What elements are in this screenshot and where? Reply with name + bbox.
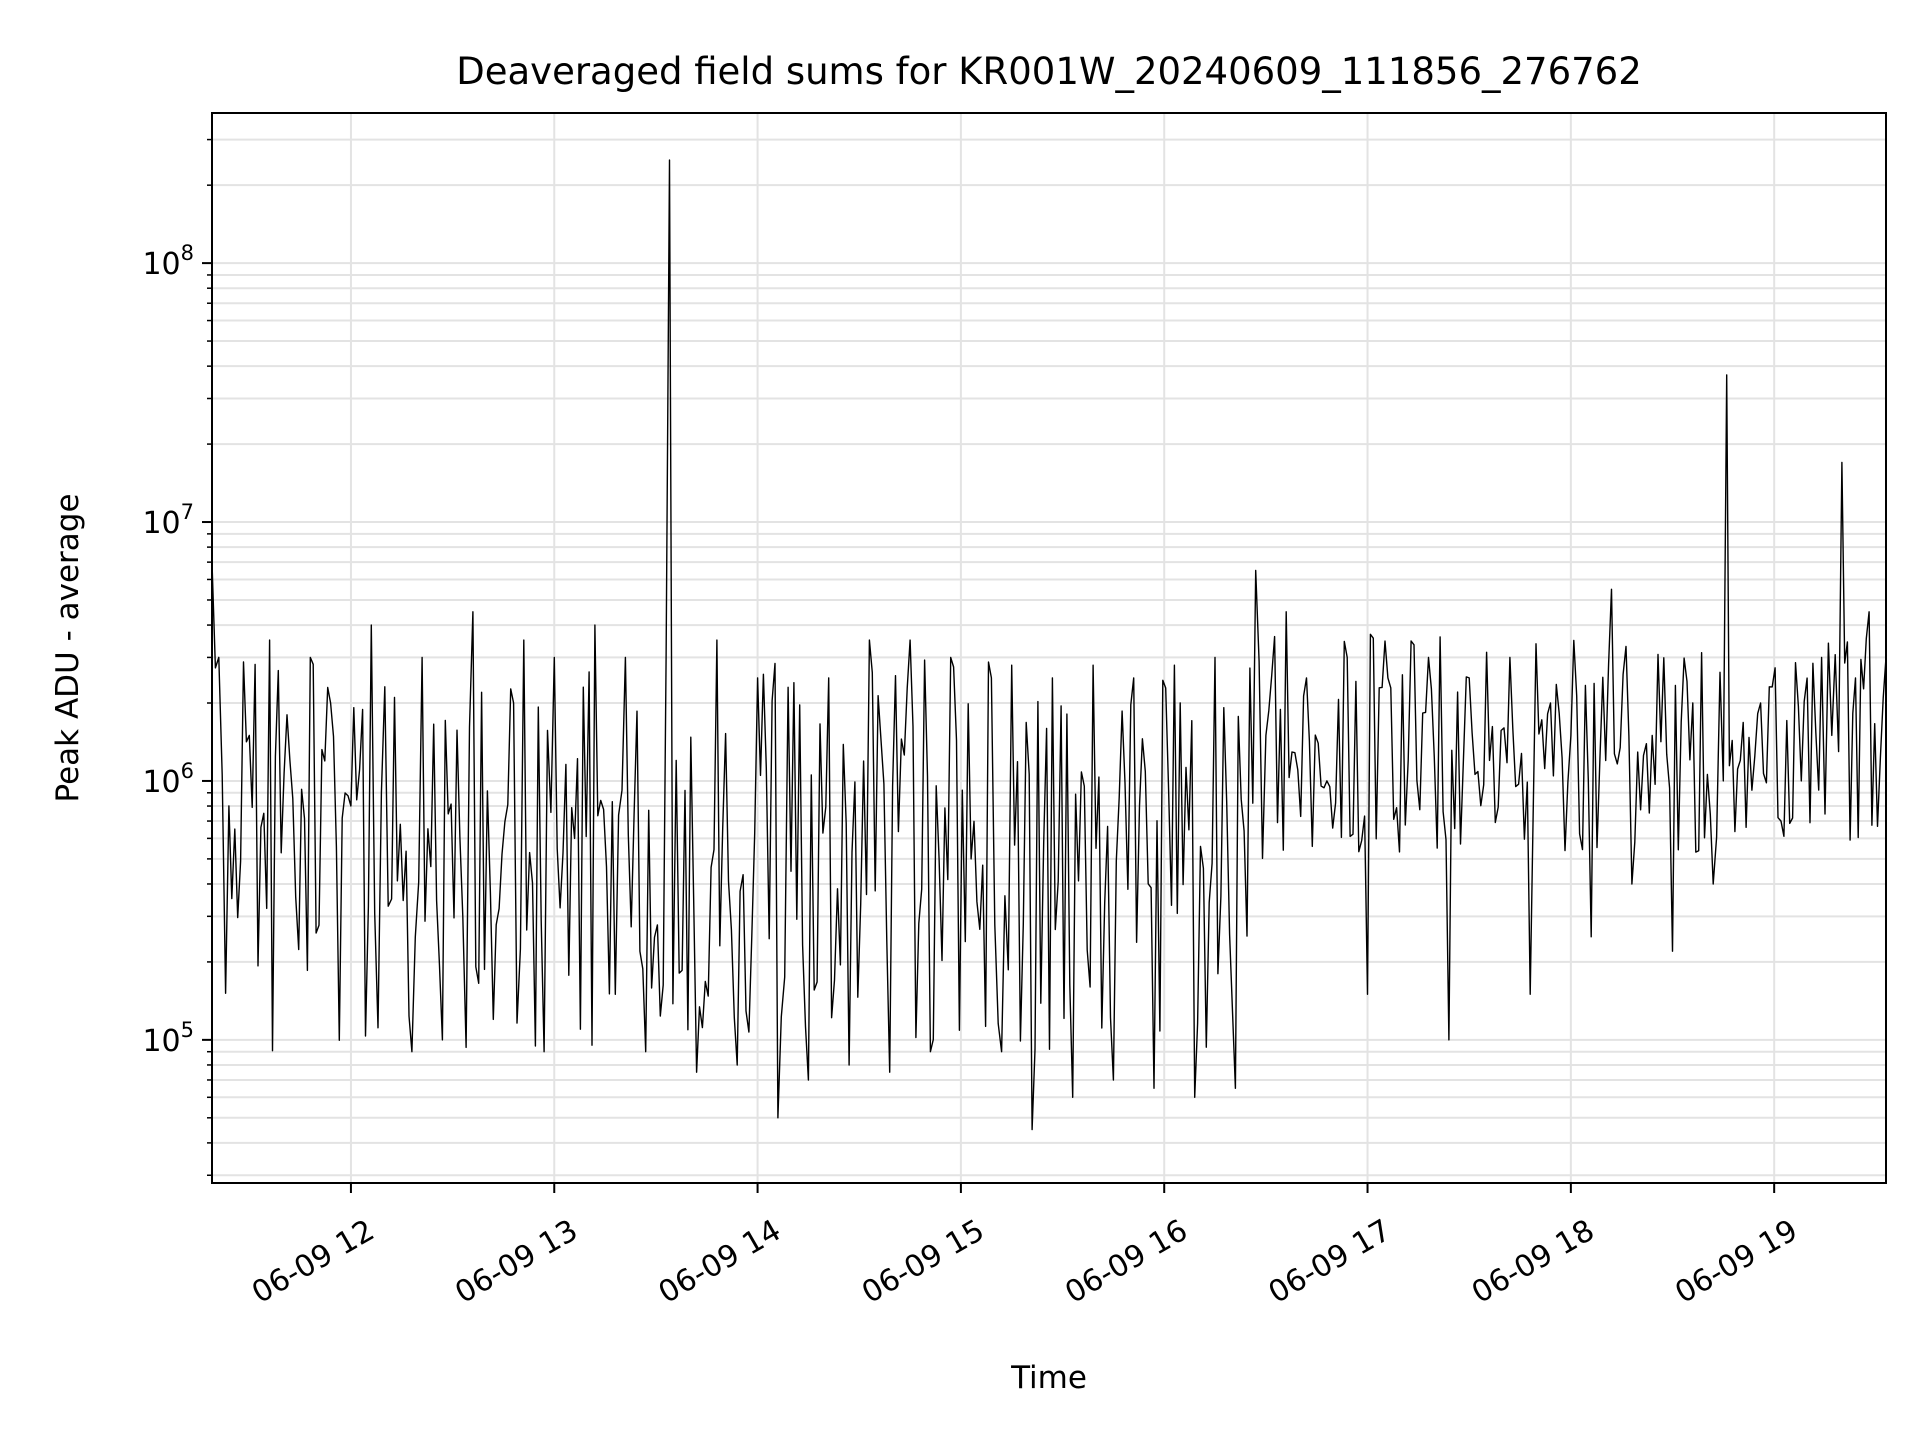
grid-layer [212, 113, 1886, 1183]
y-tick-label: 108 [142, 241, 194, 282]
x-axis-label: Time [1010, 1360, 1087, 1396]
y-axis-label: Peak ADU - average [50, 493, 86, 802]
series-line [211, 159, 1887, 1131]
chart-title: Deaveraged field sums for KR001W_2024060… [456, 50, 1642, 93]
plot-frame [211, 112, 1887, 1184]
y-tick-label: 106 [142, 759, 194, 800]
series-layer [211, 159, 1887, 1131]
y-tick-label: 105 [142, 1018, 194, 1059]
y-tick-label: 107 [142, 500, 194, 541]
